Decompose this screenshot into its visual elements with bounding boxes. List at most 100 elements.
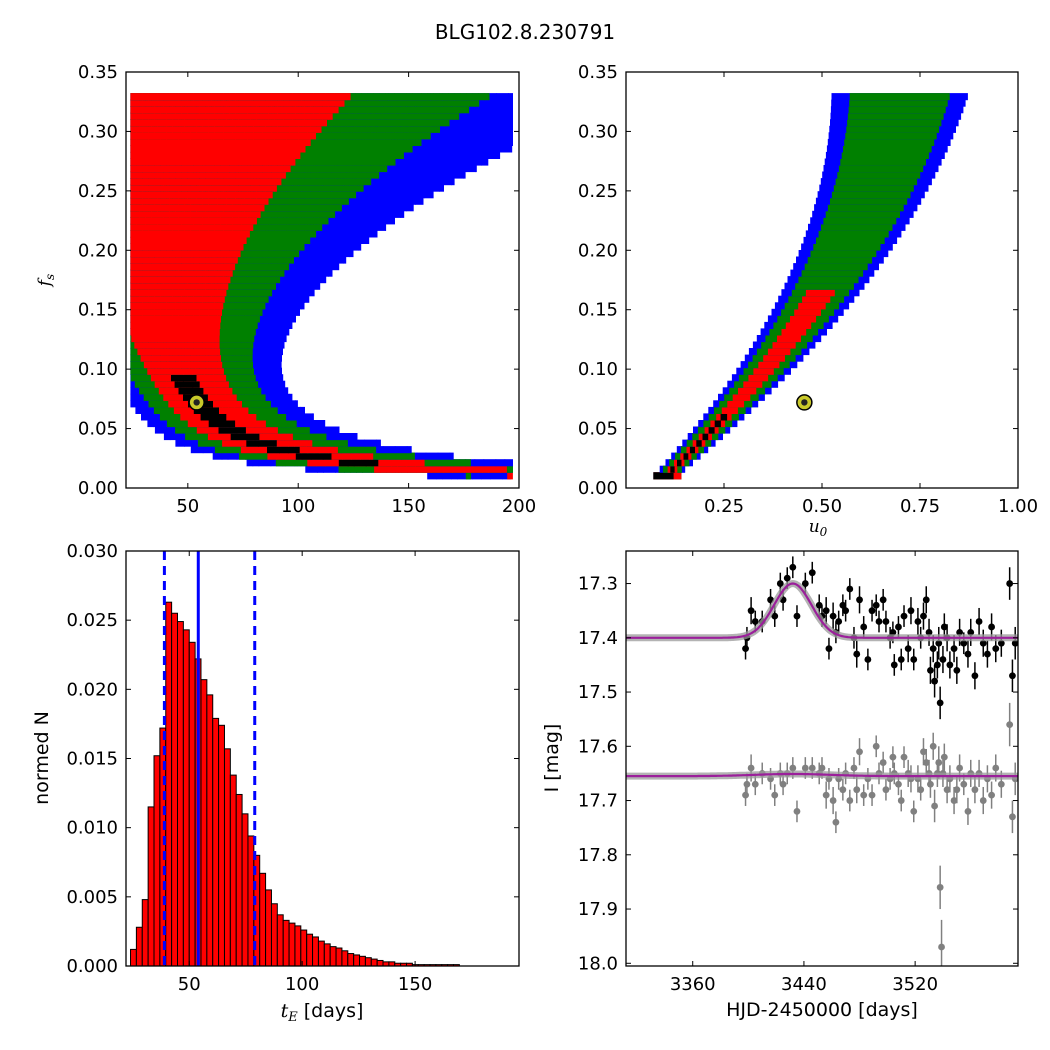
heatmap-cell — [508, 119, 513, 127]
heatmap-cell — [217, 282, 227, 290]
heatmap-cell — [190, 223, 200, 231]
heatmap-cell — [262, 171, 269, 179]
heatmap-cell — [325, 93, 335, 101]
heatmap-cell — [214, 119, 224, 127]
heatmap-cell — [164, 341, 174, 349]
heatmap-cell — [475, 165, 477, 173]
heatmap-cell — [214, 393, 227, 401]
heatmap-cell — [157, 204, 170, 212]
heatmap-cell — [241, 171, 251, 179]
histogram-bar — [300, 929, 308, 966]
heatmap-cell — [142, 99, 155, 107]
heatmap-cell — [130, 315, 137, 323]
heatmap-cell — [259, 380, 269, 388]
data-point — [910, 656, 918, 663]
histogram-bar — [212, 717, 220, 966]
data-point — [897, 656, 905, 663]
heatmap-cell — [442, 171, 452, 179]
heatmap-cell — [364, 439, 377, 447]
heatmap-cell — [166, 295, 176, 303]
heatmap-cell — [265, 420, 273, 428]
data-point — [818, 764, 826, 772]
heatmap-cell — [223, 119, 236, 127]
heatmap-cell — [213, 374, 227, 382]
heatmap-cell — [196, 387, 204, 395]
heatmap-cell — [319, 217, 326, 225]
heatmap-cell — [223, 132, 236, 140]
heatmap-cell — [235, 335, 245, 343]
heatmap-cell — [184, 204, 191, 212]
heatmap-cell — [153, 406, 161, 414]
heatmap-cell — [307, 204, 317, 212]
heatmap-cell — [276, 452, 286, 460]
heatmap-cell — [235, 93, 245, 101]
heatmap-cell — [355, 132, 365, 140]
data-point — [808, 569, 816, 577]
heatmap-cell — [385, 119, 398, 127]
heatmap-cell — [193, 217, 203, 225]
heatmap-cell — [298, 250, 308, 258]
heatmap-cell — [327, 446, 338, 454]
heatmap-cell — [804, 263, 868, 271]
heatmap-cell — [253, 263, 260, 271]
data-point — [868, 607, 876, 615]
heatmap-cell — [448, 145, 458, 153]
heatmap-cell — [268, 348, 278, 356]
heatmap-cell — [410, 452, 415, 460]
heatmap-cell — [232, 197, 242, 205]
heatmap-cell — [334, 236, 341, 244]
heatmap-cell — [280, 250, 287, 258]
heatmap-cell — [400, 210, 405, 218]
heatmap-cell — [319, 125, 332, 133]
heatmap-cell — [148, 256, 155, 264]
heatmap-cell — [319, 191, 332, 199]
heatmap-cell — [235, 282, 242, 290]
heatmap-cell — [271, 93, 281, 101]
heatmap-cell — [391, 132, 398, 140]
heatmap-cell — [301, 93, 314, 101]
heatmap-cell — [495, 459, 506, 467]
heatmap-cell — [286, 263, 290, 271]
heatmap-cell — [319, 132, 326, 140]
data-point — [964, 807, 972, 815]
data-point — [776, 580, 784, 587]
heatmap-cell — [289, 119, 299, 127]
heatmap-cell — [235, 204, 245, 212]
heatmap-cell — [460, 93, 467, 101]
heatmap-cell — [228, 439, 241, 447]
heatmap-cell — [280, 361, 282, 369]
y-tick-label: 0.15 — [78, 300, 118, 321]
heatmap-cell — [244, 125, 254, 133]
heatmap-cell — [140, 335, 150, 343]
heatmap-cell — [451, 171, 464, 179]
heatmap-cell — [130, 145, 137, 153]
heatmap-cell — [180, 413, 190, 421]
heatmap-cell — [196, 321, 209, 329]
heatmap-cell — [177, 374, 184, 382]
heatmap-cell — [241, 295, 251, 303]
heatmap-cell — [143, 380, 157, 388]
heatmap-cell — [369, 452, 374, 460]
heatmap-cell — [214, 151, 224, 159]
heatmap-cell — [340, 171, 353, 179]
heatmap-cell — [427, 138, 437, 146]
heatmap-cell — [825, 210, 900, 218]
heatmap-cell — [271, 289, 273, 297]
heatmap-cell — [193, 269, 206, 277]
heatmap-cell — [292, 151, 299, 159]
heatmap-cell — [325, 132, 338, 140]
heatmap-cell — [253, 367, 254, 375]
heatmap-cell — [148, 223, 161, 231]
heatmap-cell — [340, 165, 350, 173]
heatmap-cell — [196, 426, 210, 434]
heatmap-cell — [232, 138, 242, 146]
heatmap-cell — [322, 452, 332, 460]
heatmap-cell — [344, 439, 348, 447]
heatmap-cell — [220, 380, 229, 388]
heatmap-cell — [195, 413, 202, 421]
heatmap-cell — [253, 302, 266, 310]
heatmap-cell — [268, 151, 275, 159]
heatmap-cell — [397, 178, 410, 186]
heatmap-cell — [184, 112, 197, 120]
heatmap-cell — [295, 99, 305, 107]
